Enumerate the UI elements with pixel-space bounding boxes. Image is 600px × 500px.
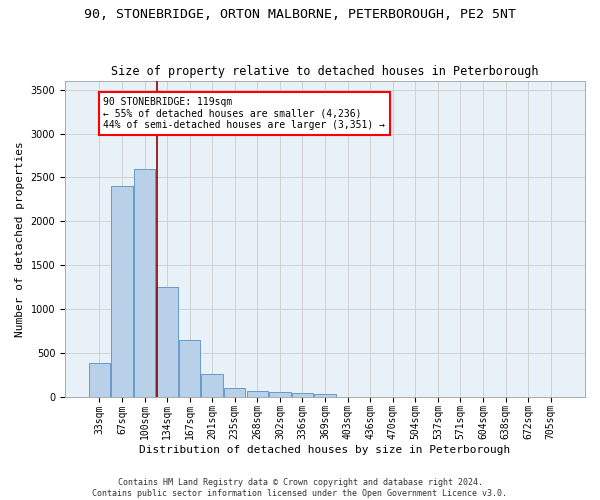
Bar <box>224 388 245 396</box>
Title: Size of property relative to detached houses in Peterborough: Size of property relative to detached ho… <box>111 66 539 78</box>
Bar <box>269 392 290 396</box>
Bar <box>314 394 336 396</box>
Bar <box>157 287 178 397</box>
Bar <box>247 391 268 396</box>
Text: 90, STONEBRIDGE, ORTON MALBORNE, PETERBOROUGH, PE2 5NT: 90, STONEBRIDGE, ORTON MALBORNE, PETERBO… <box>84 8 516 20</box>
Bar <box>292 393 313 396</box>
Text: Contains HM Land Registry data © Crown copyright and database right 2024.
Contai: Contains HM Land Registry data © Crown c… <box>92 478 508 498</box>
Bar <box>179 340 200 396</box>
Text: 90 STONEBRIDGE: 119sqm
← 55% of detached houses are smaller (4,236)
44% of semi-: 90 STONEBRIDGE: 119sqm ← 55% of detached… <box>103 97 385 130</box>
Y-axis label: Number of detached properties: Number of detached properties <box>15 141 25 336</box>
X-axis label: Distribution of detached houses by size in Peterborough: Distribution of detached houses by size … <box>139 445 511 455</box>
Bar <box>111 186 133 396</box>
Bar <box>134 168 155 396</box>
Bar <box>89 363 110 396</box>
Bar <box>202 374 223 396</box>
